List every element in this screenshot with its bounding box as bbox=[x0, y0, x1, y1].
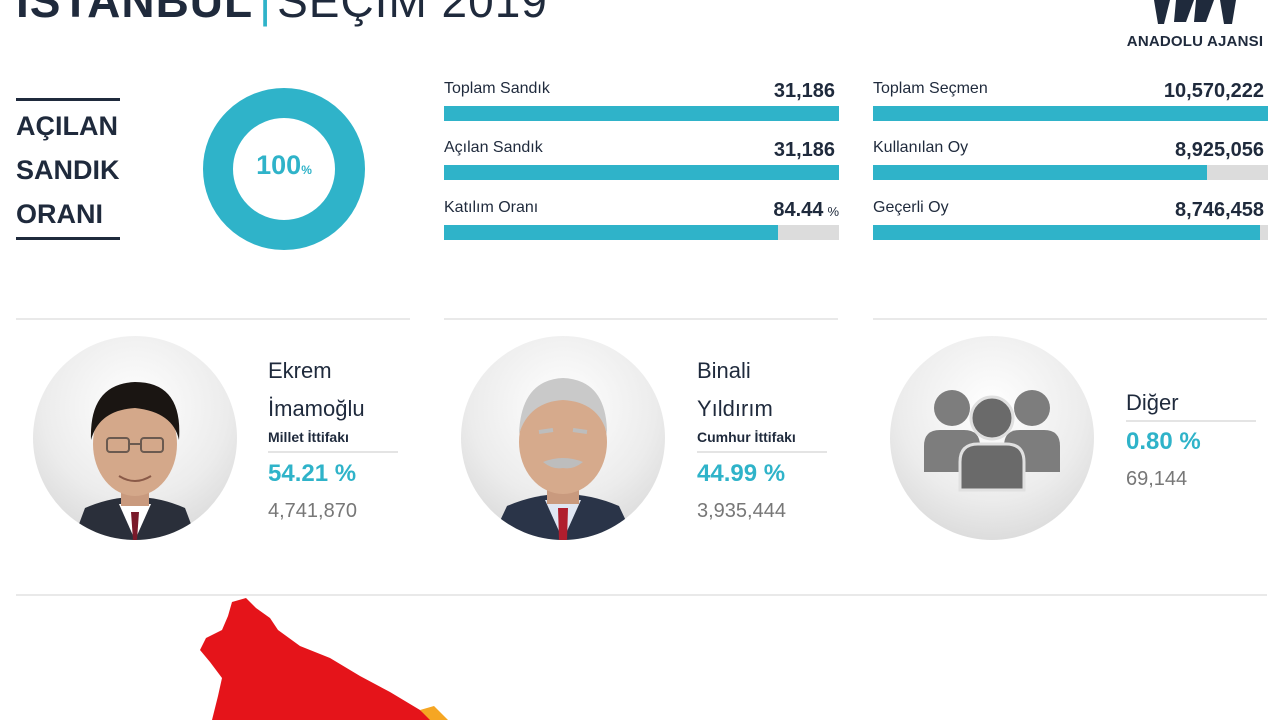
candidate-alliance: Millet İttifakı bbox=[268, 429, 349, 445]
group-icon bbox=[924, 390, 1060, 492]
ratio-heading-line: AÇILAN bbox=[16, 111, 118, 141]
stat-value: 8,746,458 bbox=[1175, 199, 1264, 221]
other-votes: 69,144 bbox=[1126, 468, 1188, 490]
stat-progress-fill bbox=[444, 165, 839, 180]
stat-progress-fill bbox=[444, 225, 778, 240]
section-divider bbox=[16, 318, 410, 320]
stat-value: 31,186 bbox=[773, 80, 835, 102]
title-subtitle: SEÇİM 2019 bbox=[277, 0, 548, 27]
stat-progress-fill bbox=[444, 106, 839, 121]
section-divider bbox=[444, 318, 838, 320]
title-city: İSTANBUL bbox=[16, 0, 254, 27]
other-underline bbox=[1126, 420, 1256, 422]
stat-total-voters: Toplam Seçmen 10,570,222 bbox=[873, 80, 1268, 140]
opened-ballot-ratio-heading: AÇILAN SANDIK ORANI bbox=[16, 98, 120, 240]
stat-value: 31,186 bbox=[773, 139, 835, 161]
stat-progress-bar bbox=[444, 165, 839, 180]
candidate-first-name: Ekrem bbox=[268, 358, 332, 383]
candidate-percent: 54.21 % bbox=[268, 460, 357, 487]
stat-total-ballot-boxes: Toplam Sandık 31,186 bbox=[444, 80, 839, 140]
candidate-last-name: Yıldırım bbox=[697, 396, 773, 421]
stat-progress-fill bbox=[873, 106, 1268, 121]
stat-label: Kullanılan Oy bbox=[873, 139, 969, 156]
stat-progress-fill bbox=[873, 165, 1207, 180]
stat-opened-ballot-boxes: Açılan Sandık 31,186 bbox=[444, 139, 839, 199]
stat-value: 8,925,056 bbox=[1175, 139, 1264, 161]
ratio-heading-line: SANDIK bbox=[16, 155, 120, 185]
candidate-photo-yildirim bbox=[461, 336, 665, 540]
candidate-alliance: Cumhur İttifakı bbox=[697, 429, 796, 445]
ratio-unit: % bbox=[301, 163, 312, 177]
stat-label: Geçerli Oy bbox=[873, 199, 949, 216]
stat-label: Katılım Oranı bbox=[444, 199, 539, 216]
ratio-heading-line: ORANI bbox=[16, 199, 103, 229]
candidate-votes: 4,741,870 bbox=[268, 500, 357, 522]
candidate-first-name: Binali bbox=[697, 358, 751, 383]
stat-progress-bar bbox=[444, 106, 839, 121]
stat-value: 10,570,222 bbox=[1163, 80, 1264, 102]
stat-label: Toplam Sandık bbox=[444, 80, 550, 97]
aa-logo-icon bbox=[1154, 0, 1236, 24]
stat-progress-fill bbox=[873, 225, 1261, 240]
logo-text: ANADOLU AJANSI bbox=[1126, 33, 1264, 50]
stat-valid-votes: Geçerli Oy 8,746,458 bbox=[873, 199, 1268, 259]
stat-value: 84.44% bbox=[773, 199, 839, 221]
person-portrait-icon bbox=[491, 378, 635, 540]
section-divider bbox=[873, 318, 1267, 320]
section-divider bbox=[16, 594, 1267, 596]
candidate-photo-imamoglu bbox=[33, 336, 237, 540]
other-percent: 0.80 % bbox=[1126, 428, 1201, 455]
candidate-underline bbox=[268, 451, 398, 453]
stat-participation-rate: Katılım Oranı 84.44% bbox=[444, 199, 839, 259]
title-separator: | bbox=[259, 0, 272, 27]
other-name: Diğer bbox=[1126, 390, 1179, 415]
candidate-percent: 44.99 % bbox=[697, 460, 786, 487]
candidate-votes: 3,935,444 bbox=[697, 500, 786, 522]
stat-progress-bar bbox=[873, 106, 1268, 121]
ratio-donut-value: 100% bbox=[203, 150, 365, 181]
candidate-last-name: İmamoğlu bbox=[268, 396, 365, 421]
stat-label: Toplam Seçmen bbox=[873, 80, 988, 97]
stat-votes-cast: Kullanılan Oy 8,925,056 bbox=[873, 139, 1268, 199]
ratio-value: 100 bbox=[256, 150, 302, 180]
person-portrait-icon bbox=[73, 382, 197, 540]
other-candidates-avatar bbox=[890, 336, 1094, 540]
page-title: İSTANBUL | SEÇİM 2019 bbox=[16, 0, 548, 24]
stat-progress-bar bbox=[873, 225, 1268, 240]
district-map bbox=[200, 598, 448, 720]
candidate-underline bbox=[697, 451, 827, 453]
stat-progress-bar bbox=[444, 225, 839, 240]
stat-label: Açılan Sandık bbox=[444, 139, 543, 156]
stat-progress-bar bbox=[873, 165, 1268, 180]
